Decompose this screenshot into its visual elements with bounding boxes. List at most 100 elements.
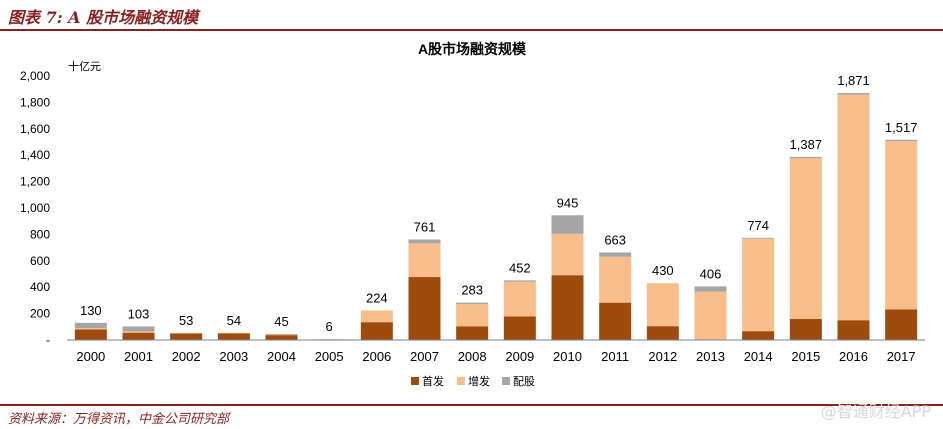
x-tick-label: 2017 [887, 349, 916, 364]
y-tick-label: - [46, 333, 50, 347]
bar-segment [456, 302, 489, 305]
bar-segment [694, 291, 727, 340]
x-tick-label: 2012 [648, 349, 677, 364]
total-label: 430 [652, 263, 674, 278]
total-label: 1,517 [885, 120, 918, 135]
bar-segment [217, 332, 250, 334]
legend: 首发 增发 配股 [411, 374, 535, 388]
bar-segment [789, 319, 822, 340]
total-label: 452 [509, 260, 531, 275]
bar-segment [742, 237, 775, 239]
bar-segment [837, 93, 870, 95]
bar-segment [217, 333, 250, 340]
y-tick-label: 1,600 [20, 122, 50, 136]
bar-segment [360, 322, 393, 340]
x-tick-label: 2014 [744, 349, 773, 364]
total-label: 130 [80, 303, 102, 318]
y-tick-label: 600 [30, 254, 50, 268]
total-label: 406 [700, 266, 722, 281]
total-label: 1,387 [790, 137, 823, 152]
bar-segment [503, 316, 536, 340]
y-tick-label: 1,400 [20, 148, 50, 162]
bar-segment [503, 280, 536, 282]
legend-label: 增发 [468, 374, 490, 388]
x-tick-label: 2005 [315, 349, 344, 364]
total-label: 283 [461, 283, 483, 298]
y-tick-label: 2,000 [20, 69, 50, 83]
bar-segment [408, 239, 441, 244]
bar-segment [599, 302, 632, 340]
total-label: 945 [557, 195, 579, 210]
bar-segment [456, 304, 489, 327]
bar-segment [122, 326, 155, 332]
total-label: 45 [274, 314, 288, 329]
y-axis: - 200 400 600 800 1,000 1,200 1,400 1,600 1,800 2,… [20, 69, 50, 347]
bar-segment [122, 331, 155, 333]
bar-segment [122, 332, 155, 340]
bar-segment [837, 320, 870, 340]
watermark: @智通财经APP [820, 402, 931, 421]
bar-segment [599, 252, 632, 257]
x-tick-label: 2016 [839, 349, 868, 364]
bar-segment [170, 333, 203, 334]
bar-segment [408, 277, 441, 340]
bar-segment [789, 156, 822, 159]
x-tick-label: 2006 [362, 349, 391, 364]
y-tick-label: 1,200 [20, 175, 50, 189]
total-label: 761 [414, 220, 436, 235]
y-tick-label: 400 [30, 280, 50, 294]
x-tick-label: 2015 [791, 349, 820, 364]
figure-title: 图表 7: A 股市场融资规模 [8, 8, 199, 27]
legend-swatch [502, 377, 510, 385]
legend-swatch [457, 377, 465, 385]
bar-segment [694, 286, 727, 292]
total-label: 53 [179, 313, 193, 328]
y-tick-label: 200 [30, 307, 50, 321]
bar-segment [551, 275, 584, 340]
x-tick-label: 2013 [696, 349, 725, 364]
bar-segment [551, 233, 584, 276]
bar-segment [503, 281, 536, 317]
legend-label: 配股 [513, 375, 535, 388]
bar-segment [646, 326, 679, 340]
x-tick-label: 2010 [553, 349, 582, 364]
total-labels-group: 130 103 53 54 45 6 224 761 283 452 945 663 430 406 774… [80, 73, 917, 334]
bar-segment [789, 158, 822, 320]
bar-segment [456, 326, 489, 340]
x-tick-label: 2011 [601, 349, 629, 364]
total-label: 224 [366, 290, 388, 305]
y-tick-label: 1,000 [20, 201, 50, 215]
bar-segment [74, 329, 107, 340]
figure-header: 图表 7: A 股市场融资规模 [0, 0, 943, 33]
x-tick-label: 2004 [267, 349, 296, 364]
bar-segment [74, 322, 107, 329]
bar-segment [170, 333, 203, 340]
chart-title: A股市场融资规模 [418, 41, 527, 57]
legend-swatch [411, 377, 419, 385]
bar-segment [551, 215, 584, 234]
footer-rule [0, 404, 943, 406]
x-tick-label: 2000 [76, 349, 105, 364]
x-tick-label: 2003 [219, 349, 248, 364]
bar-segment [742, 331, 775, 340]
y-tick-label: 800 [30, 227, 50, 241]
bar-segment [74, 328, 107, 330]
source-note: 资料来源：万得资讯，中金公司研究部 [8, 412, 230, 427]
x-tick-label: 2002 [172, 349, 201, 364]
total-label: 54 [227, 313, 241, 328]
bar-segment [265, 334, 298, 336]
total-label: 1,871 [837, 73, 870, 88]
bar-segment [837, 94, 870, 321]
x-axis: 2000 2001 2002 2003 2004 2005 2006 2007 2008 2009… [67, 339, 925, 364]
bar-segment [408, 243, 441, 278]
x-tick-label: 2009 [505, 349, 534, 364]
bar-segment [646, 283, 679, 327]
bar-segment [265, 334, 298, 335]
header-rule [0, 29, 943, 31]
total-label: 663 [604, 232, 626, 247]
bar-segment [360, 310, 393, 323]
total-label: 103 [128, 306, 150, 321]
total-label: 6 [326, 319, 333, 334]
y-axis-unit: 十亿元 [68, 59, 101, 73]
bar-segment [885, 139, 918, 142]
